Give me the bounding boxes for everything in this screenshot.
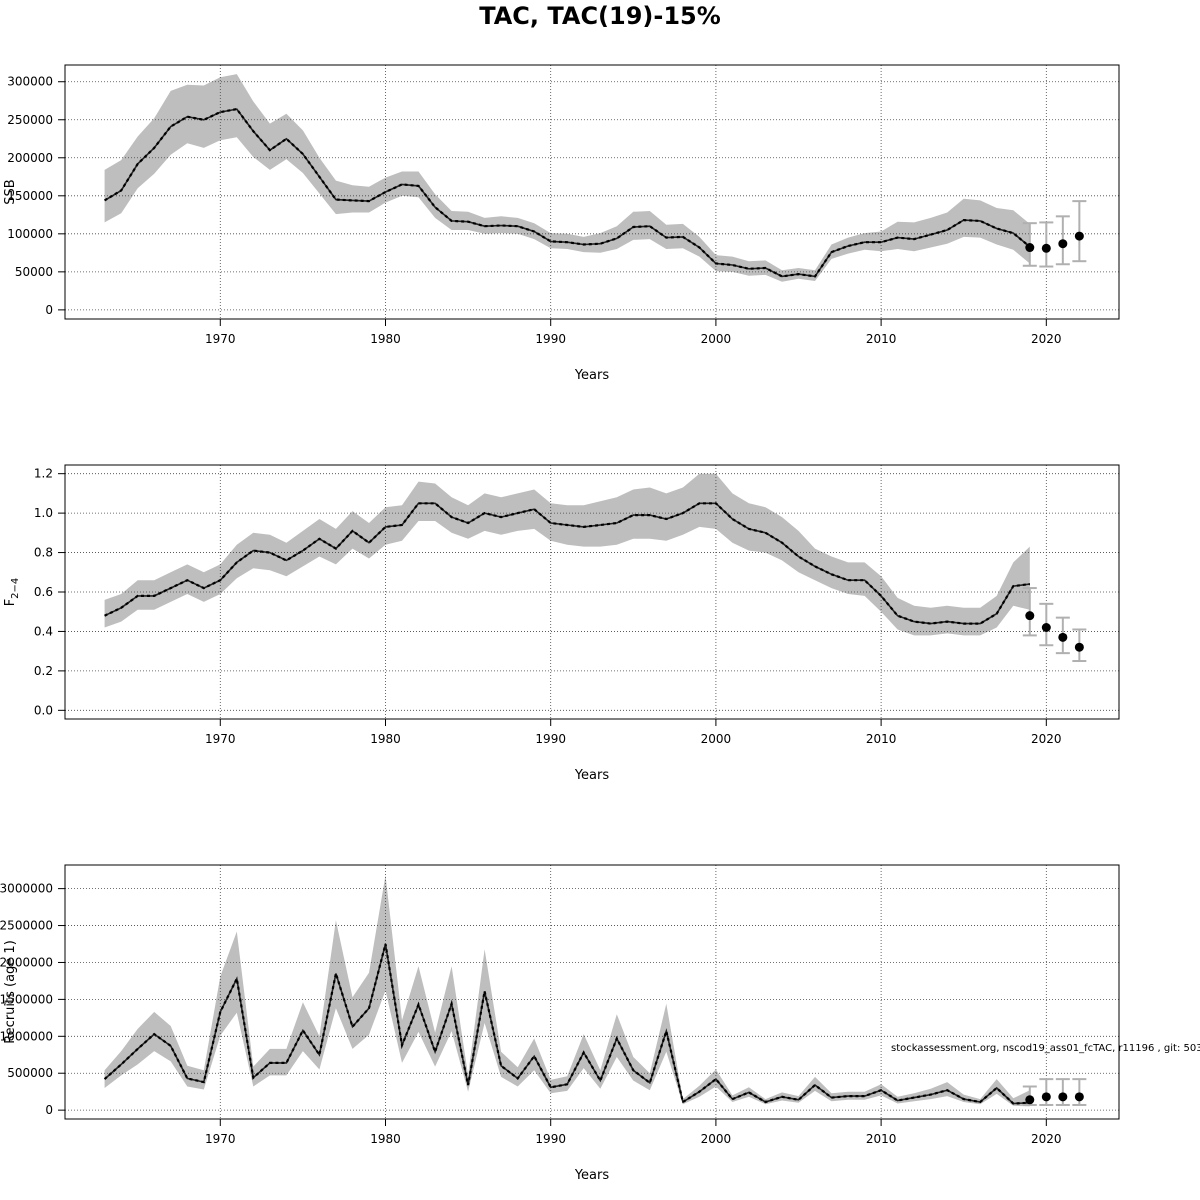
forecast-point-ssb-2019 [1025,243,1035,253]
forecast-point-ssb-2021 [1058,239,1068,249]
x-tick-label-ssb-1970: 1970 [205,332,236,346]
y-axis-title-ssb: SSB [3,179,18,204]
chart-title: TAC, TAC(19)-15% [479,2,721,30]
x-tick-label-ssb-2010: 2010 [866,332,897,346]
y-tick-label-recruits-4: 2000000 [0,955,53,969]
forecast-point-recruits-2021 [1058,1092,1068,1102]
y-tick-label-fbar-0: 0.0 [34,703,53,717]
x-tick-label-ssb-2000: 2000 [701,332,732,346]
estimate-line-dotted-ssb [104,107,1031,278]
x-tick-label-fbar-2000: 2000 [701,732,732,746]
x-tick-label-recruits-2020: 2020 [1031,1132,1062,1146]
y-tick-label-fbar-1: 0.2 [34,664,53,678]
panel-recruits: 1970 1980 1990 2000 2010 2020 0 500000 1000000 15… [0,864,1120,1183]
x-tick-label-recruits-1980: 1980 [370,1132,401,1146]
estimate-line-dotted-fbar [104,502,1030,625]
y-tick-label-fbar-6: 1.2 [34,467,53,481]
forecast-point-fbar-2022 [1074,642,1084,652]
y-tick-label-recruits-3: 1500000 [0,992,53,1006]
y-tick-label-recruits-2: 1000000 [0,1029,53,1043]
y-tick-label-recruits-0: 0 [45,1103,53,1117]
confidence-band-fbar [104,473,1030,636]
footnote: stockassessment.org, nscod19_ass01_fcTAC… [891,1043,1200,1054]
y-tick-label-ssb-6: 300000 [7,75,53,89]
plot-frame-recruits [64,864,1120,1120]
x-tick-label-ssb-1980: 1980 [370,332,401,346]
plot-frame-fbar [64,464,1120,720]
panel-fbar: 1970 1980 1990 2000 2010 2020 0.0 0.2 0.4 0.6 0.8 1… [3,464,1120,783]
x-tick-label-recruits-2010: 2010 [866,1132,897,1146]
forecast-point-ssb-2022 [1074,231,1084,241]
y-tick-label-ssb-4: 200000 [7,151,53,165]
forecast-point-recruits-2020 [1041,1092,1051,1102]
panel-ssb: 1970 1980 1990 2000 2010 2020 0 50000 100000 1500… [3,64,1120,383]
y-tick-label-recruits-6: 3000000 [0,882,53,896]
y-tick-label-recruits-5: 2500000 [0,919,53,933]
x-tick-label-fbar-2020: 2020 [1031,732,1062,746]
forecast-point-fbar-2021 [1058,632,1068,642]
x-tick-label-ssb-2020: 2020 [1031,332,1062,346]
forecast-point-recruits-2022 [1074,1092,1084,1102]
y-tick-label-ssb-3: 150000 [7,189,53,203]
y-tick-label-ssb-2: 100000 [7,227,53,241]
x-axis-title-recruits: Years [574,1168,610,1183]
estimate-line-dotted-recruits [103,943,1030,1105]
x-tick-label-fbar-1970: 1970 [205,732,236,746]
x-tick-label-fbar-2010: 2010 [866,732,897,746]
x-tick-label-recruits-1990: 1990 [535,1132,566,1146]
y-tick-label-fbar-5: 1.0 [34,506,53,520]
y-axis-title-fbar: F2−4 [3,578,21,607]
y-tick-label-fbar-3: 0.6 [34,585,53,599]
x-axis-title-ssb: Years [574,368,610,383]
y-tick-label-ssb-1: 50000 [15,265,53,279]
y-tick-label-ssb-5: 250000 [7,113,53,127]
confidence-band-ssb [104,74,1030,282]
x-axis-title-fbar: Years [574,768,610,783]
y-tick-label-fbar-2: 0.4 [34,624,53,638]
confidence-band-recruits [104,875,1030,1107]
forecast-point-ssb-2020 [1041,243,1051,253]
x-tick-label-fbar-1990: 1990 [535,732,566,746]
y-tick-label-ssb-0: 0 [45,303,53,317]
y-tick-label-recruits-1: 500000 [7,1066,53,1080]
x-tick-label-ssb-1990: 1990 [535,332,566,346]
forecast-point-recruits-2019 [1025,1095,1035,1105]
x-tick-label-recruits-1970: 1970 [205,1132,236,1146]
y-tick-label-fbar-4: 0.8 [34,546,53,560]
x-tick-label-fbar-1980: 1980 [370,732,401,746]
forecast-point-fbar-2019 [1025,611,1035,621]
forecast-point-fbar-2020 [1041,622,1051,632]
x-tick-label-recruits-2000: 2000 [701,1132,732,1146]
plot-frame-ssb [64,64,1120,320]
y-axis-title-recruits: Recruits (age 1) [3,940,18,1044]
